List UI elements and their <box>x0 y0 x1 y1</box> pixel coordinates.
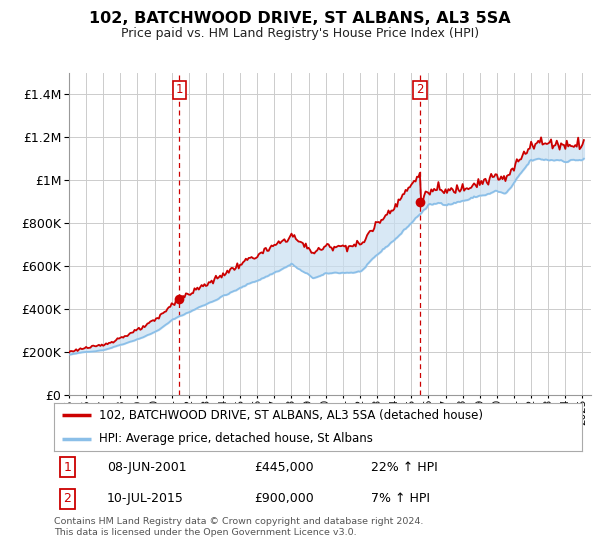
Text: 102, BATCHWOOD DRIVE, ST ALBANS, AL3 5SA (detached house): 102, BATCHWOOD DRIVE, ST ALBANS, AL3 5SA… <box>99 409 483 422</box>
Text: 102, BATCHWOOD DRIVE, ST ALBANS, AL3 5SA: 102, BATCHWOOD DRIVE, ST ALBANS, AL3 5SA <box>89 11 511 26</box>
Text: 2: 2 <box>63 492 71 505</box>
Text: 7% ↑ HPI: 7% ↑ HPI <box>371 492 430 505</box>
Text: 1: 1 <box>175 83 183 96</box>
Text: 08-JUN-2001: 08-JUN-2001 <box>107 461 187 474</box>
Text: £900,000: £900,000 <box>254 492 314 505</box>
Text: Contains HM Land Registry data © Crown copyright and database right 2024.
This d: Contains HM Land Registry data © Crown c… <box>54 517 424 537</box>
Text: HPI: Average price, detached house, St Albans: HPI: Average price, detached house, St A… <box>99 432 373 445</box>
Text: Price paid vs. HM Land Registry's House Price Index (HPI): Price paid vs. HM Land Registry's House … <box>121 27 479 40</box>
Text: 22% ↑ HPI: 22% ↑ HPI <box>371 461 437 474</box>
Text: 1: 1 <box>63 461 71 474</box>
Text: 2: 2 <box>416 83 424 96</box>
Text: 10-JUL-2015: 10-JUL-2015 <box>107 492 184 505</box>
Text: £445,000: £445,000 <box>254 461 314 474</box>
